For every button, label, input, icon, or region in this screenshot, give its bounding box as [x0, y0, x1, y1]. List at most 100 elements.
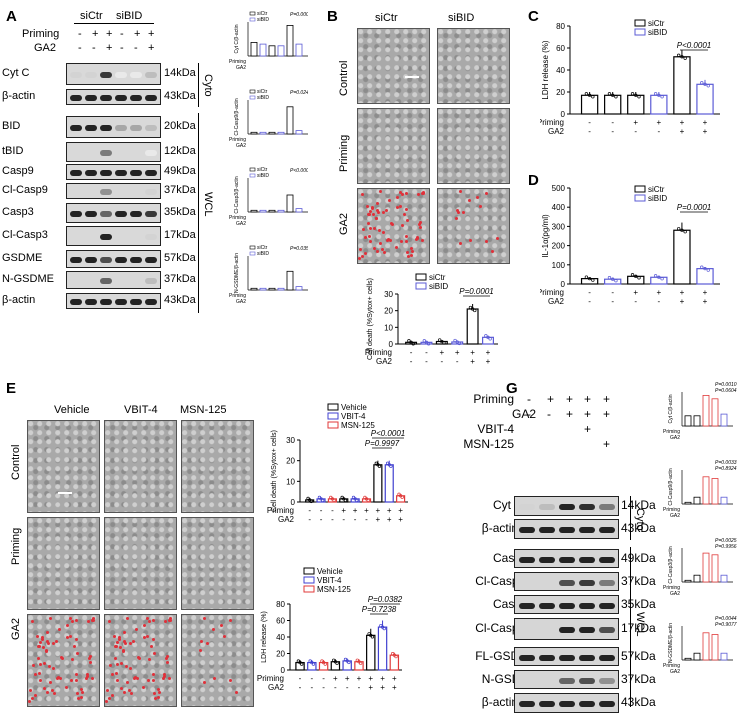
legend-label: siCtr: [429, 273, 446, 282]
dead-cell: [41, 636, 44, 639]
kda-label: 37kDa: [621, 573, 656, 588]
blot-band: [130, 95, 142, 101]
dead-cell: [361, 193, 364, 196]
dead-cell: [29, 689, 32, 692]
row-label-priming: Priming: [338, 134, 350, 172]
treat-mark: +: [353, 506, 358, 515]
dead-cell: [376, 202, 379, 205]
dead-cell: [403, 213, 406, 216]
p-value: P=0.0001: [290, 12, 308, 18]
treat-mark: +: [680, 118, 685, 127]
micrograph: [104, 614, 177, 707]
bar: [604, 278, 622, 285]
dead-cell: [85, 677, 88, 680]
y-tick-label: 0: [389, 340, 394, 349]
p-value: P=0.0001: [677, 203, 711, 212]
dead-cell: [373, 227, 376, 230]
dead-cell: [132, 640, 135, 643]
dead-cell: [411, 250, 414, 253]
dead-cell: [46, 640, 49, 643]
dead-cell: [422, 191, 425, 194]
y-tick-label: 20: [384, 307, 393, 316]
dead-cell: [406, 251, 409, 254]
treat-mark: -: [334, 683, 337, 692]
legend-label: siCtr: [257, 11, 268, 17]
y-tick-label: 40: [556, 66, 565, 75]
micrograph: [27, 420, 100, 513]
p-value: P=0.0382: [368, 595, 403, 604]
treat-label: VBIT-4: [477, 422, 514, 436]
bar: [384, 464, 394, 503]
dead-cell: [455, 217, 458, 220]
treat-mark: +: [368, 674, 373, 683]
blot-band: [130, 125, 142, 131]
dead-cell: [371, 206, 374, 209]
dead-cell: [381, 248, 384, 251]
blot-band: [559, 627, 575, 633]
col-label-sictr: siCtr: [375, 12, 398, 24]
dead-cell: [229, 679, 232, 682]
dead-cell: [468, 199, 471, 202]
treat-mark: -: [658, 297, 661, 306]
legend-label: Vehicle: [341, 403, 367, 412]
dead-cell: [376, 250, 379, 253]
dead-cell: [80, 688, 83, 691]
dead-cell: [148, 658, 151, 661]
data-point: [455, 340, 459, 344]
y-tick-label: 10: [286, 477, 295, 486]
treat-mark: +: [387, 515, 392, 524]
p-value: P=0.9997: [365, 439, 400, 448]
dead-cell: [108, 620, 111, 623]
treat-label: Priming: [663, 429, 680, 435]
data-point: [706, 268, 710, 272]
dead-cell: [66, 624, 69, 627]
data-point: [700, 265, 704, 269]
dead-cell: [69, 617, 72, 620]
y-axis-label: N-GSDME/β-actin: [668, 623, 674, 663]
treat-label: Priming: [257, 674, 284, 683]
y-axis-label: Cl-Casp9/β-actin: [234, 98, 240, 136]
dead-cell: [164, 620, 167, 623]
y-tick-label: 30: [384, 290, 393, 299]
blot-band: [145, 234, 157, 240]
dead-cell: [118, 636, 121, 639]
kda-label: 20kDa: [164, 120, 196, 132]
bar: [696, 268, 714, 285]
dead-cell: [395, 246, 398, 249]
blot-band: [115, 170, 127, 176]
blot-band: [130, 211, 142, 217]
treat-label: Priming: [365, 348, 392, 357]
treat-mark: -: [588, 118, 591, 127]
p-value: P<0.0001: [371, 429, 405, 438]
legend-swatch: [327, 412, 339, 420]
treat-mark: -: [611, 118, 614, 127]
y-axis-label: Cl-Casp9/β-actin: [668, 468, 674, 506]
dead-cell: [366, 205, 369, 208]
dead-cell: [130, 692, 133, 695]
blot-label: β-actin: [481, 521, 519, 535]
data-point: [453, 338, 457, 343]
kda-label: 14kDa: [621, 498, 656, 512]
treat-mark: +: [368, 683, 373, 692]
bar: [366, 634, 376, 671]
treat-mark: -: [634, 297, 637, 306]
treat-mark: -: [658, 127, 661, 136]
data-point: [634, 274, 638, 278]
legend-label: siBID: [429, 282, 448, 291]
g-mini-charts: Cyt C/β-actinP=0.0010P=0.0604PrimingGA2C…: [663, 382, 737, 675]
dead-cell: [379, 242, 382, 245]
bar: [684, 579, 692, 583]
scale-bar: [405, 76, 419, 78]
dead-cell: [45, 650, 48, 653]
data-point: [706, 84, 710, 88]
kda-label: 49kDa: [164, 165, 196, 177]
kda-label: 43kDa: [164, 90, 196, 102]
dead-cell: [37, 657, 40, 660]
data-point: [584, 275, 589, 279]
treat-label: MSN-125: [463, 437, 514, 451]
bar: [373, 464, 383, 503]
treat-mark: -: [342, 515, 345, 524]
dead-cell: [43, 687, 46, 690]
blot-band: [145, 278, 157, 284]
data-point: [440, 339, 444, 344]
